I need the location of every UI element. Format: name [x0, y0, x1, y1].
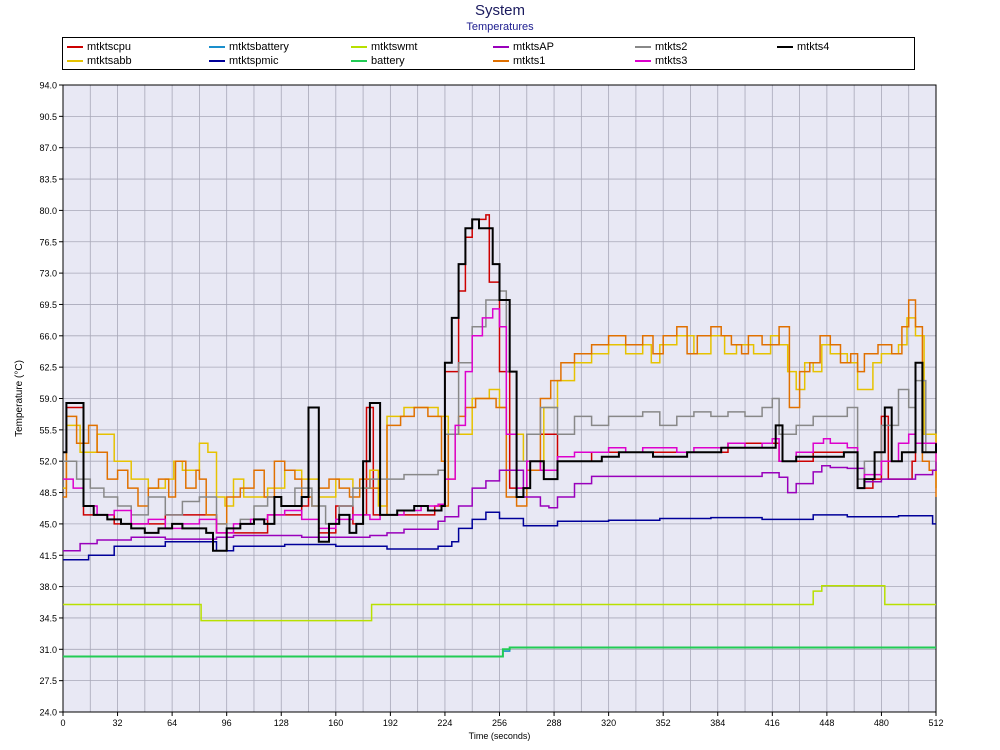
x-tick-label: 224 — [437, 718, 452, 728]
legend-swatch — [635, 46, 651, 49]
x-tick-label: 512 — [928, 718, 943, 728]
legend-swatch — [777, 46, 793, 49]
y-tick-label: 76.5 — [39, 237, 57, 247]
series-line-mtkts1 — [63, 299, 937, 525]
legend-label: mtktscpu — [87, 41, 132, 53]
y-tick-label: 24.0 — [39, 708, 57, 718]
y-tick-label: 73.0 — [39, 269, 57, 279]
y-tick-label: 27.5 — [39, 676, 57, 686]
legend-swatch — [493, 46, 509, 49]
legend-item-mtkts3: mtkts3 — [635, 54, 687, 68]
y-tick-label: 52.0 — [39, 457, 57, 467]
legend-label: mtktsabb — [87, 55, 132, 67]
y-tick-label: 83.5 — [39, 175, 57, 185]
y-tick-label: 45.0 — [39, 519, 57, 529]
legend-item-mtktsbattery: mtktsbattery — [209, 40, 289, 54]
chart-legend: mtktscpu mtktsbattery mtktswmt mtktsAP mtkts… — [62, 37, 915, 70]
chart-subtitle: Temperatures — [466, 21, 534, 33]
y-tick-label: 87.0 — [39, 143, 57, 153]
x-tick-label: 160 — [328, 718, 343, 728]
x-tick-label: 256 — [492, 718, 507, 728]
legend-label: mtkts1 — [513, 55, 546, 67]
legend-swatch — [493, 60, 509, 63]
x-tick-label: 64 — [167, 718, 177, 728]
y-axis-label: Temperature (°C) — [14, 360, 25, 437]
y-tick-label: 55.5 — [39, 425, 57, 435]
legend-item-mtktspmic: mtktspmic — [209, 54, 279, 68]
legend-item-mtktswmt: mtktswmt — [351, 40, 417, 54]
y-tick-label: 69.5 — [39, 300, 57, 310]
legend-swatch — [635, 60, 651, 63]
legend-item-mtktscpu: mtktscpu — [67, 40, 131, 54]
y-tick-label: 34.5 — [39, 613, 57, 623]
legend-label: mtkts4 — [797, 41, 830, 53]
legend-swatch — [351, 46, 367, 49]
y-tick-label: 66.0 — [39, 331, 57, 341]
x-tick-label: 448 — [819, 718, 834, 728]
series-line-mtktsAP — [63, 461, 937, 552]
legend-label: mtktsAP — [513, 41, 554, 53]
legend-label: mtkts2 — [655, 41, 688, 53]
legend-item-battery: battery — [351, 54, 405, 68]
y-tick-label: 48.5 — [39, 488, 57, 498]
y-tick-label: 80.0 — [39, 206, 57, 216]
x-tick-label: 0 — [60, 718, 65, 728]
legend-item-mtktsAP: mtktsAP — [493, 40, 554, 54]
x-tick-label: 32 — [113, 718, 123, 728]
y-tick-label: 38.0 — [39, 582, 57, 592]
y-tick-label: 59.0 — [39, 394, 57, 404]
legend-swatch — [67, 46, 83, 49]
legend-swatch — [67, 60, 83, 63]
series-line-mtkts2 — [63, 290, 937, 530]
x-tick-label: 352 — [656, 718, 671, 728]
chart-title: System — [474, 2, 525, 19]
y-tick-label: 41.5 — [39, 551, 57, 561]
x-axis-label: Time (seconds) — [469, 731, 531, 741]
legend-label: mtktspmic — [229, 55, 279, 67]
x-tick-label: 480 — [874, 718, 889, 728]
legend-item-mtktsabb: mtktsabb — [67, 54, 132, 68]
legend-label: mtktsbattery — [229, 41, 289, 53]
series-line-battery — [63, 646, 936, 658]
legend-label: battery — [371, 55, 405, 67]
x-tick-label: 288 — [547, 718, 562, 728]
legend-swatch — [351, 60, 367, 63]
legend-item-mtkts2: mtkts2 — [635, 40, 687, 54]
x-tick-label: 192 — [383, 718, 398, 728]
x-tick-label: 96 — [222, 718, 232, 728]
legend-swatch — [209, 60, 225, 63]
y-tick-label: 90.5 — [39, 112, 57, 122]
series-line-mtktswmt — [63, 584, 936, 622]
x-tick-label: 320 — [601, 718, 616, 728]
series-line-mtkts3 — [63, 308, 937, 534]
y-tick-label: 94.0 — [39, 81, 57, 91]
legend-swatch — [209, 46, 225, 49]
legend-item-mtkts4: mtkts4 — [777, 40, 829, 54]
legend-label: mtkts3 — [655, 55, 688, 67]
y-tick-label: 31.0 — [39, 645, 57, 655]
x-tick-label: 384 — [710, 718, 725, 728]
y-tick-label: 62.5 — [39, 363, 57, 373]
legend-item-mtkts1: mtkts1 — [493, 54, 545, 68]
x-tick-label: 416 — [765, 718, 780, 728]
x-tick-label: 128 — [274, 718, 289, 728]
legend-label: mtktswmt — [371, 41, 418, 53]
series-line-mtkts4 — [63, 218, 937, 552]
